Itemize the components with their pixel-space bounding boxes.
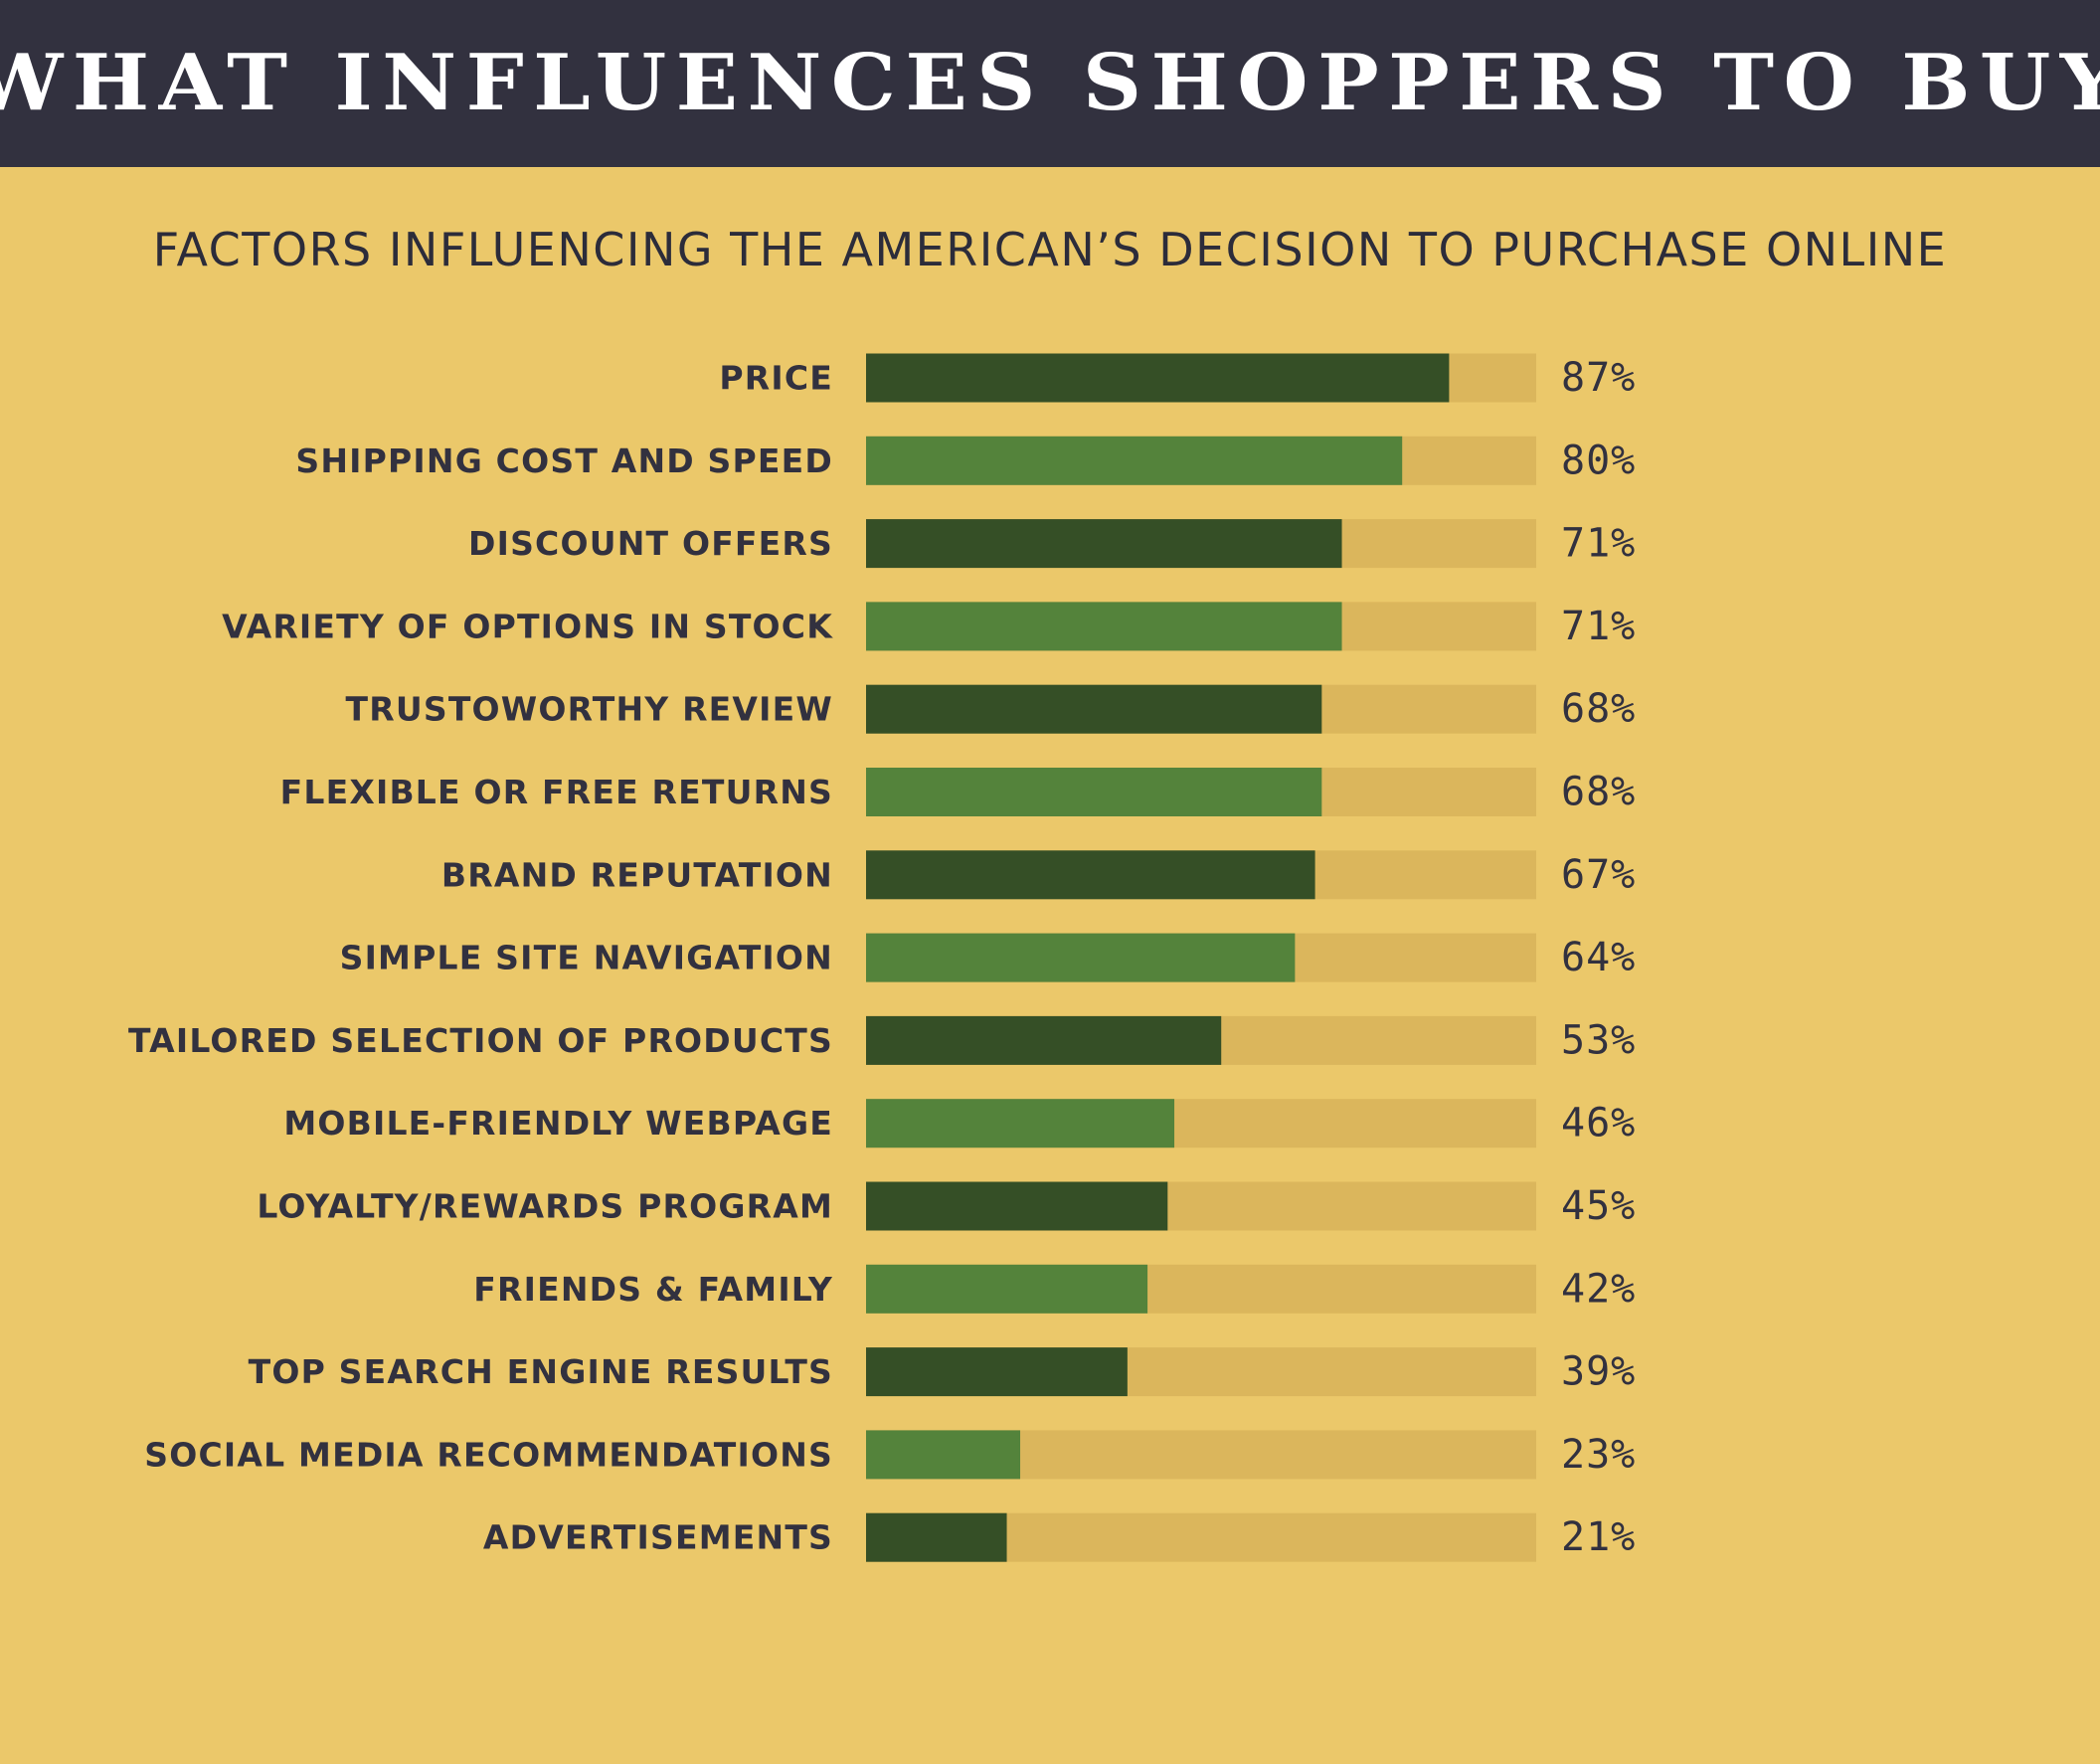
bar-row: SIMPLE SITE NAVIGATION 64%: [340, 933, 1636, 982]
bar: [866, 684, 1322, 734]
bar-row: TRUSTOWORTHY REVIEW 68%: [346, 684, 1636, 734]
bar: [866, 436, 1403, 485]
chart-title: FACTORS INFLUENCING THE AMERICAN’S DECIS…: [152, 223, 1948, 276]
bar-row: BRAND REPUTATION 67%: [441, 850, 1636, 900]
category-label: SIMPLE SITE NAVIGATION: [340, 939, 833, 977]
bar-row: DISCOUNT OFFERS 71%: [468, 519, 1636, 569]
data-label: 42%: [1561, 1266, 1636, 1312]
bar-row: FLEXIBLE OR FREE RETURNS 68%: [280, 768, 1636, 816]
data-label: 68%: [1561, 770, 1636, 815]
category-label: PRICE: [719, 359, 833, 398]
data-label: 46%: [1561, 1101, 1636, 1147]
bar: [866, 353, 1450, 403]
category-label: SHIPPING COST AND SPEED: [295, 441, 833, 480]
category-label: ADVERTISEMENTS: [483, 1518, 833, 1557]
category-label: SOCIAL MEDIA RECOMMENDATIONS: [144, 1435, 833, 1474]
data-label: 23%: [1561, 1432, 1636, 1478]
data-label: 21%: [1561, 1514, 1636, 1560]
data-label: 39%: [1561, 1349, 1636, 1395]
bar-row: SOCIAL MEDIA RECOMMENDATIONS 23%: [144, 1430, 1636, 1480]
data-label: 68%: [1561, 686, 1636, 732]
data-label: 53%: [1561, 1017, 1636, 1063]
bar: [866, 1347, 1128, 1397]
category-label: TRUSTOWORTHY REVIEW: [346, 690, 833, 729]
bar-row: SHIPPING COST AND SPEED 80%: [295, 436, 1636, 485]
bar-row: ADVERTISEMENTS 21%: [483, 1512, 1636, 1562]
bar: [866, 1264, 1148, 1314]
bar: [866, 1099, 1175, 1148]
bar: [866, 1015, 1222, 1065]
bar: [866, 933, 1296, 982]
category-label: TAILORED SELECTION OF PRODUCTS: [128, 1021, 833, 1060]
bar-row: TAILORED SELECTION OF PRODUCTS 53%: [128, 1015, 1636, 1065]
header-bar: WHAT INFLUENCES SHOPPERS TO BUY: [0, 0, 2100, 167]
bar-row: MOBILE-FRIENDLY WEBPAGE 46%: [283, 1099, 1636, 1148]
category-label: MOBILE-FRIENDLY WEBPAGE: [283, 1104, 833, 1143]
bar-row: PRICE 87%: [719, 353, 1636, 403]
data-label: 64%: [1561, 935, 1636, 980]
category-label: VARIETY OF OPTIONS IN STOCK: [222, 607, 833, 645]
data-label: 71%: [1561, 604, 1636, 649]
bar-row: FRIENDS & FAMILY 42%: [473, 1264, 1636, 1314]
bar: [866, 1430, 1021, 1480]
data-label: 71%: [1561, 521, 1636, 567]
data-label: 80%: [1561, 438, 1636, 483]
bar: [866, 1181, 1168, 1231]
category-label: DISCOUNT OFFERS: [468, 524, 833, 563]
bar-row: VARIETY OF OPTIONS IN STOCK 71%: [222, 602, 1636, 651]
data-label: 67%: [1561, 852, 1636, 898]
data-label: 45%: [1561, 1183, 1636, 1229]
bar: [866, 768, 1322, 816]
category-label: BRAND REPUTATION: [441, 855, 833, 894]
page-title: WHAT INFLUENCES SHOPPERS TO BUY: [0, 38, 2100, 128]
bar: [866, 602, 1342, 651]
data-label: 87%: [1561, 355, 1636, 401]
bar-row: LOYALTY/REWARDS PROGRAM 45%: [257, 1181, 1636, 1231]
bar: [866, 519, 1342, 569]
bar: [866, 850, 1315, 900]
category-label: FRIENDS & FAMILY: [473, 1270, 833, 1309]
bar-row: TOP SEARCH ENGINE RESULTS 39%: [249, 1347, 1636, 1397]
category-label: TOP SEARCH ENGINE RESULTS: [249, 1352, 833, 1391]
category-label: LOYALTY/REWARDS PROGRAM: [257, 1187, 833, 1226]
category-label: FLEXIBLE OR FREE RETURNS: [280, 773, 833, 811]
bar: [866, 1512, 1007, 1562]
